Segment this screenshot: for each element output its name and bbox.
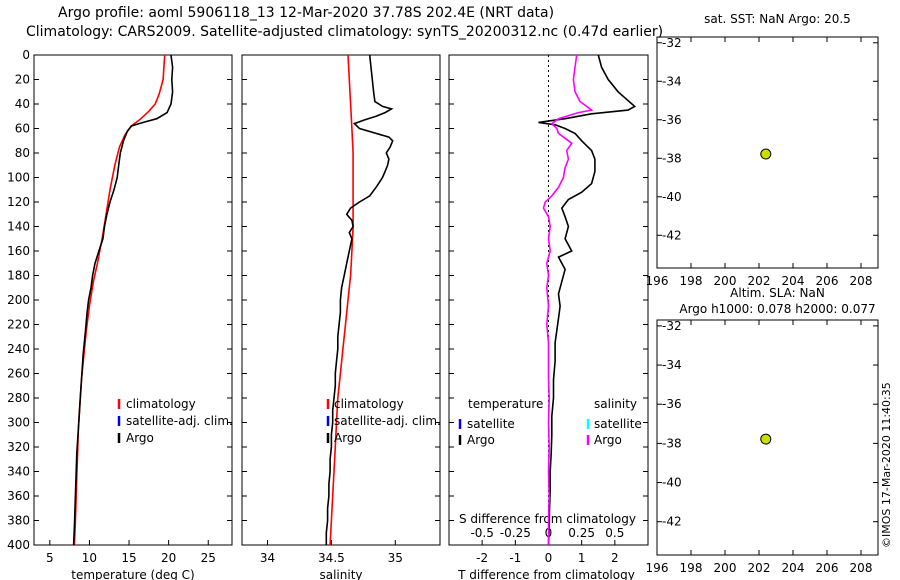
depth-tick-label: 140 [7,220,30,234]
sst-map-ytick-label: -36 [662,113,682,127]
salinity-diff-tick-label: 0.25 [568,526,595,540]
sst-map-float-position [760,148,772,160]
sst-map-ytick-label: -34 [662,74,682,88]
sst-map-xtick-label: 198 [680,274,703,288]
difference-xtick-label: 2 [611,551,619,565]
sla-map-frame [656,319,879,556]
sla-map-ytick-label: -36 [662,397,682,411]
difference-legend-salinity-heading: salinity [594,397,637,411]
salinity-series-climatology [329,54,354,546]
sla-map-xtick-label: 200 [714,561,737,575]
temperature-series-argo [72,54,174,546]
salinity-legend-label: climatology [334,397,404,411]
temperature-xlabel: temperature (deg C) [71,568,194,580]
depth-tick-label: 0 [22,48,30,62]
salinity-xtick-label: 35 [388,551,403,565]
temperature-legend-label: Argo [126,431,154,445]
salinity-legend-label: Argo [334,431,362,445]
plot-title-line2: Climatology: CARS2009. Satellite-adjuste… [26,24,664,40]
difference-xtick-label: 1 [578,551,586,565]
temperature-xtick-label: 15 [121,551,136,565]
depth-tick-label: 40 [15,97,30,111]
salinity-diff-xlabel: S difference from climatology [459,512,636,526]
sla-map-float-position [760,433,772,445]
sla-map-xtick-label: 198 [680,561,703,575]
depth-tick-label: 220 [7,318,30,332]
temperature-xtick-label: 20 [161,551,176,565]
salinity-xlabel: salinity [319,568,362,580]
sla-map-xtick-label: 202 [748,561,771,575]
sst-map-ytick-label: -38 [662,151,682,165]
sst-map-ytick-label: -32 [662,36,682,50]
temperature-legend-label: satellite-adj. clim. [126,414,233,428]
sla-map-title: Altim. SLA: NaN [730,286,825,300]
temperature-diff-xlabel: T difference from climatology [457,568,635,580]
sla-map-ytick-label: -40 [662,476,682,490]
sst-map-xtick-label: 204 [782,274,805,288]
sst-map-ytick-label: -42 [662,228,682,242]
temperature-panel-frame [33,54,233,546]
timestamp-footer: ©IMOS 17-Mar-2020 11:40:35 [880,382,893,548]
depth-tick-label: 260 [7,367,30,381]
sst-map-title: sat. SST: NaN Argo: 20.5 [704,12,851,26]
depth-tick-label: 400 [7,538,30,552]
depth-tick-label: 120 [7,195,30,209]
depth-tick-label: 320 [7,440,30,454]
sst-map-ytick-label: -40 [662,190,682,204]
salinity-diff-tick-label: -0.5 [470,526,493,540]
salinity-legend-label: satellite-adj. clim. [334,414,441,428]
difference-series-t-diff-argo [538,54,637,546]
salinity-series-argo [325,54,394,545]
sla-map-xtick-label: 196 [646,561,669,575]
sla-map-xtick-label: 204 [782,561,805,575]
depth-tick-label: 180 [7,269,30,283]
depth-tick-label: 340 [7,465,30,479]
sst-map-frame [656,36,879,269]
sla-map-xtick-label: 206 [816,561,839,575]
depth-tick-label: 300 [7,416,30,430]
difference-xtick-label: 0 [545,551,553,565]
depth-tick-label: 60 [15,122,30,136]
salinity-diff-tick-label: -0.25 [500,526,531,540]
difference-legend-salinity-label: Argo [594,433,622,447]
depth-tick-label: 240 [7,342,30,356]
salinity-xtick-label: 34.5 [318,551,345,565]
depth-tick-label: 380 [7,514,30,528]
plot-title-line1: Argo profile: aoml 5906118_13 12-Mar-202… [58,5,555,21]
temperature-legend-label: climatology [126,397,196,411]
sst-map-xtick-label: 200 [714,274,737,288]
depth-tick-label: 200 [7,293,30,307]
difference-legend-temperature-label: Argo [467,433,495,447]
temperature-xtick-label: 10 [82,551,97,565]
difference-legend-temperature-label: satellite [467,417,515,431]
sst-map-xtick-label: 206 [816,274,839,288]
salinity-xtick-label: 34 [260,551,275,565]
depth-tick-label: 100 [7,171,30,185]
sla-map-ytick-label: -42 [662,515,682,529]
sst-map-xtick-label: 208 [850,274,873,288]
sla-map-ytick-label: -34 [662,358,682,372]
sst-map-xtick-label: 196 [646,274,669,288]
salinity-diff-tick-label: 0.5 [605,526,624,540]
depth-tick-label: 280 [7,391,30,405]
sla-map-subtitle: Argo h1000: 0.078 h2000: 0.077 [679,302,875,316]
depth-tick-label: 80 [15,146,30,160]
depth-tick-label: 20 [15,73,30,87]
difference-series-s-diff-argo [542,54,594,545]
sst-map-xtick-label: 202 [748,274,771,288]
sla-map-ytick-label: -32 [662,319,682,333]
difference-legend-salinity-label: satellite [594,417,642,431]
temperature-xtick-label: 25 [201,551,216,565]
difference-xtick-label: -2 [476,551,488,565]
sla-map-ytick-label: -38 [662,436,682,450]
depth-tick-label: 160 [7,244,30,258]
sla-map-xtick-label: 208 [850,561,873,575]
depth-tick-label: 360 [7,489,30,503]
temperature-xtick-label: 5 [46,551,54,565]
difference-xtick-label: -1 [509,551,521,565]
difference-legend-temperature-heading: temperature [468,397,543,411]
